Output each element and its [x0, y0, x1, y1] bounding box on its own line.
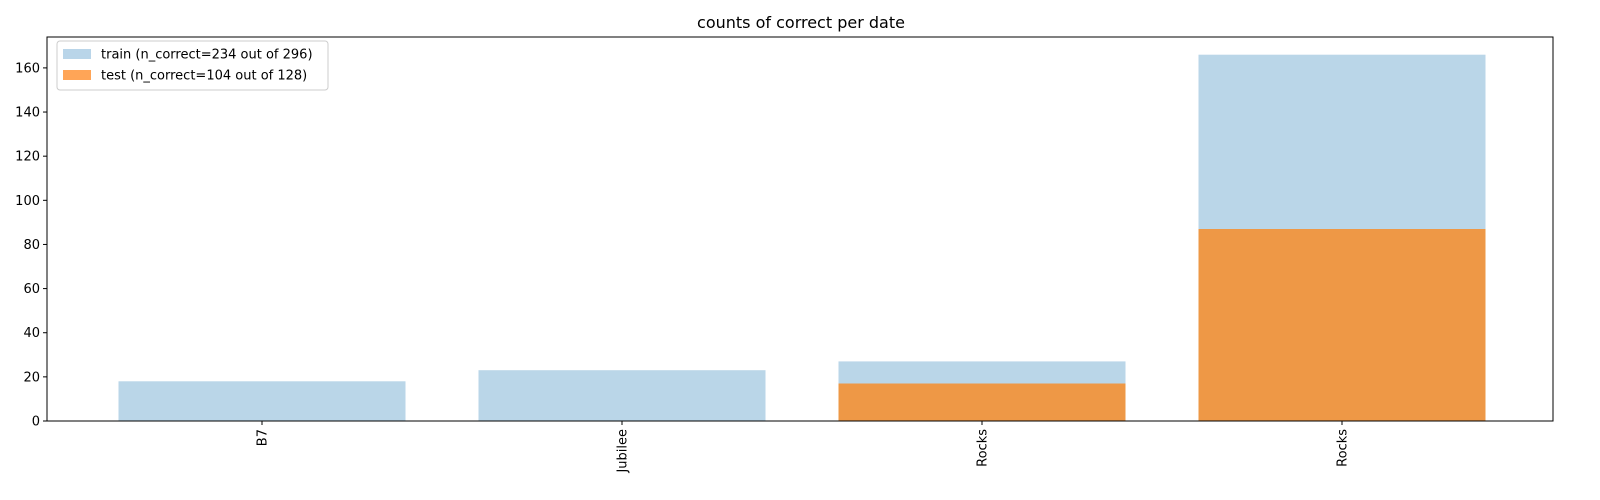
legend-swatch-test	[63, 70, 91, 80]
y-tick-label-6: 120	[15, 150, 40, 165]
y-tick-label-7: 140	[15, 106, 40, 121]
y-tick-label-5: 100	[15, 194, 40, 209]
y-tick-label-4: 80	[23, 238, 40, 253]
bar-test-3	[1198, 229, 1486, 421]
x-tick-label-1: Jubilee	[616, 429, 631, 474]
bars-layer	[118, 54, 1486, 421]
legend-box	[56, 40, 329, 91]
axes-layer: 0 20 40 60 80 100 120 140 160 B7 Jubilee Rocks Rocks	[15, 36, 1554, 474]
y-tick-label-3: 60	[23, 282, 40, 297]
y-tick-label-1: 20	[23, 370, 40, 385]
plot-frame	[46, 36, 1554, 422]
legend-swatch-train	[63, 49, 91, 59]
x-tick-label-3: Rocks	[1336, 429, 1351, 467]
x-tick-label-2: Rocks	[976, 429, 991, 467]
legend-label-test: test (n_correct=104 out of 128)	[101, 69, 307, 84]
bar-train-1	[478, 370, 766, 421]
bar-test-2	[838, 383, 1126, 421]
bar-train-0	[118, 381, 406, 421]
y-tick-label-0: 0	[32, 415, 40, 430]
legend-label-train: train (n_correct=234 out of 296)	[101, 48, 313, 63]
chart-title: counts of correct per date	[697, 13, 905, 32]
y-tick-label-2: 40	[23, 326, 40, 341]
y-tick-label-8: 160	[15, 61, 40, 76]
legend: train (n_correct=234 out of 296) test (n_…	[56, 40, 329, 91]
x-tick-label-0: B7	[256, 429, 271, 446]
